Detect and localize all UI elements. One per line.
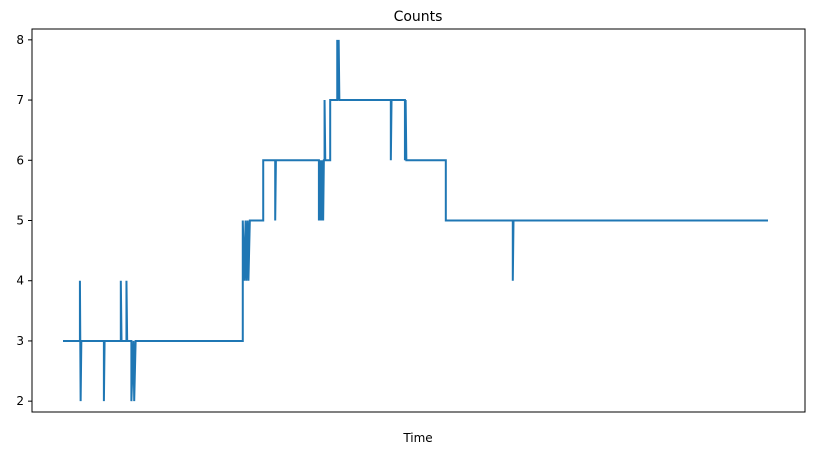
y-tick-label: 3: [16, 334, 24, 348]
series-line: [63, 39, 768, 402]
y-tick-label: 8: [16, 33, 24, 47]
y-axis: 2 3 4 5 6 7 8: [16, 33, 32, 408]
y-tick-label: 7: [16, 93, 24, 107]
y-tick-label: 5: [16, 214, 24, 228]
y-tick-label: 2: [16, 394, 24, 408]
y-tick-label: 4: [16, 274, 24, 288]
plot-frame: [31, 28, 806, 413]
x-axis-label: Time: [402, 431, 432, 445]
chart-title: Counts: [394, 9, 443, 25]
y-tick-label: 6: [16, 153, 24, 167]
